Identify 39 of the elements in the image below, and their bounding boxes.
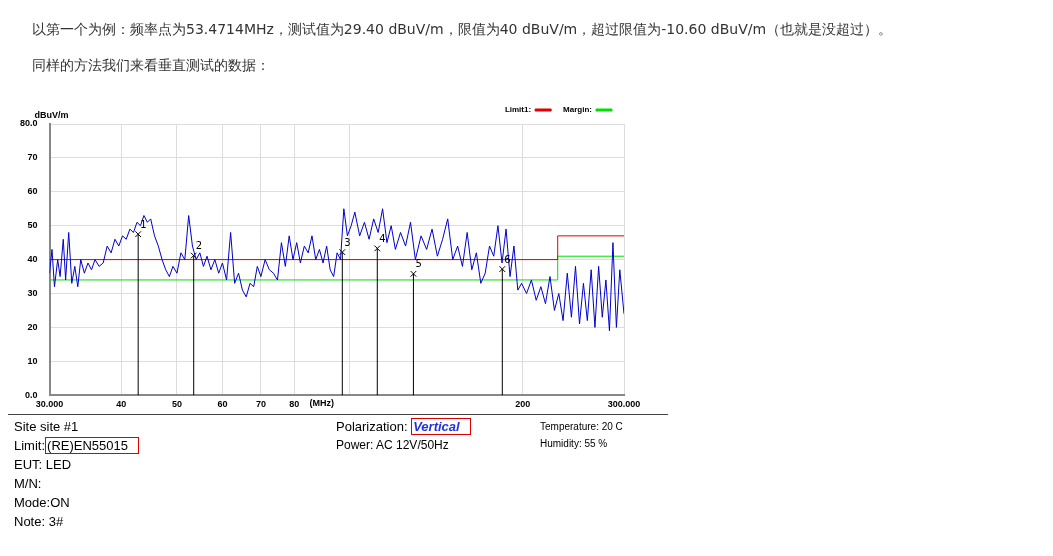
y-tick-label: 40: [27, 254, 38, 265]
y-tick-label: 60: [27, 186, 38, 197]
text: 同样的方法我们来看垂直测试的数据：: [31, 56, 271, 75]
annotation: 4: [379, 233, 386, 245]
legend-label: Margin:: [563, 105, 592, 115]
text: Temperature: 20 C: [540, 421, 623, 432]
y-tick-label: 80.0: [19, 118, 38, 129]
y-tick-label: 10: [27, 355, 38, 366]
text: Power: AC 12V/50Hz: [336, 438, 450, 452]
x-tick-label: 60: [217, 399, 228, 410]
y-tick-label: 20: [27, 321, 38, 332]
y-tick-label: 50: [27, 220, 38, 231]
annotation: 3: [344, 236, 351, 248]
text: Note: 3#: [14, 514, 65, 529]
highlight-box: Vertical: [411, 418, 471, 435]
y-tick-label: 0.0: [25, 389, 38, 400]
text: Humidity: 55 %: [540, 438, 609, 449]
annotation: 1: [140, 218, 147, 230]
x-tick-label: 80: [289, 399, 300, 410]
text: Site site #1: [14, 419, 80, 434]
x-tick-label: 50: [171, 399, 182, 410]
y-axis-title: dBuV/m: [34, 109, 69, 120]
text: 以第一个为例：频率点为53.4714MHz，测试值为29.40 dBuV/m，限值为40 dBuV/m，超过限值为-10.60 dBuV/m（也就是没超过）。: [31, 20, 894, 39]
highlight-box: (RE)EN55015: [45, 437, 139, 454]
y-tick-label: 30: [27, 287, 38, 298]
annotation: 5: [415, 258, 422, 270]
x-axis-title: (MHz): [309, 398, 335, 409]
text: EUT: LED: [14, 457, 73, 472]
y-tick-label: 70: [27, 152, 38, 163]
x-tick-label: 300.000: [607, 399, 641, 410]
annotation: 2: [195, 240, 203, 252]
x-tick-label: 70: [255, 399, 266, 410]
text: M/N:: [14, 476, 43, 491]
x-tick-label: 200: [515, 399, 531, 410]
text: Mode:ON: [14, 495, 71, 510]
legend-label: Limit1:: [504, 105, 532, 115]
x-tick-label: 40: [116, 399, 127, 410]
annotation: 6: [504, 253, 511, 265]
x-tick-label: 30.000: [35, 399, 64, 410]
